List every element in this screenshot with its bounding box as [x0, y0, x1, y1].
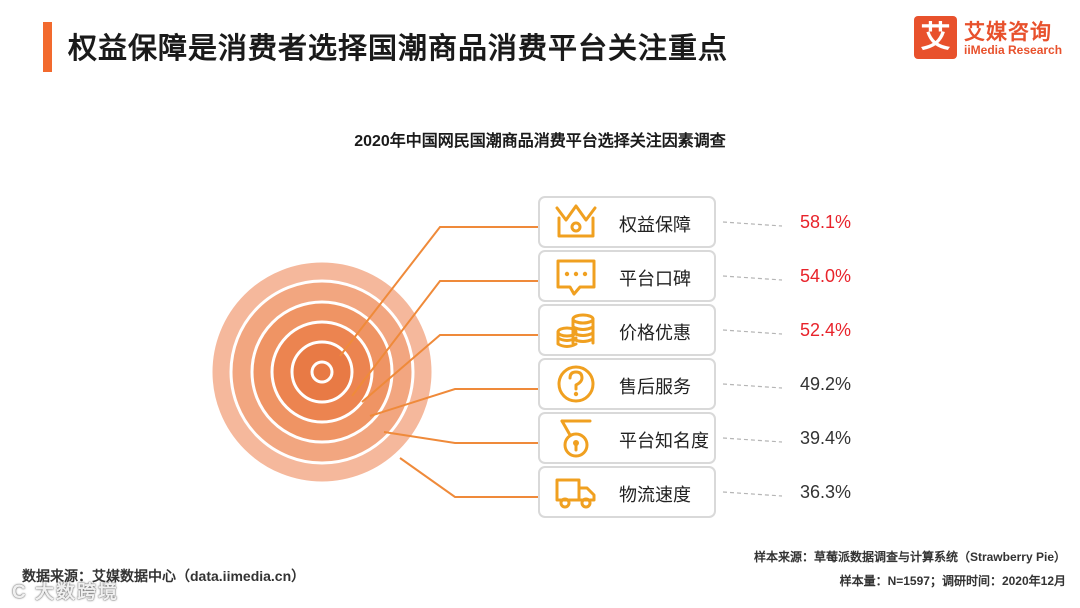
- category-label: 物流速度: [619, 485, 691, 505]
- logo-mark: 艾: [914, 16, 957, 59]
- brand-logo: 艾 艾媒咨询 iiMedia Research: [914, 16, 1064, 62]
- question-icon: [557, 365, 595, 403]
- leader-line: [722, 383, 783, 389]
- target-ring: [290, 340, 354, 404]
- connector-line: [351, 280, 539, 397]
- logo-name-cn: 艾媒咨询: [964, 21, 1052, 44]
- category-row: 平台知名度 39.4%: [383, 412, 851, 464]
- connector-line: [361, 334, 539, 403]
- logo-name-en: iiMedia Research: [964, 43, 1063, 57]
- category-label: 平台知名度: [619, 431, 709, 451]
- watermark: C 大数跨境: [12, 582, 120, 603]
- coins-icon: [556, 313, 595, 348]
- leader-line: [722, 437, 783, 443]
- value-label: 49.2%: [800, 374, 851, 394]
- connector-line: [339, 226, 539, 357]
- chat-bubble-icon: [556, 259, 596, 296]
- target-center: [310, 360, 334, 384]
- category-row: 物流速度 36.3%: [399, 457, 851, 518]
- category-box: [538, 412, 716, 464]
- category-box: [538, 358, 716, 410]
- leader-line: [722, 329, 783, 335]
- page-title: 权益保障是消费者选择国潮商品消费平台关注重点: [68, 33, 729, 65]
- connector-line: [383, 431, 539, 444]
- medal-icon: [560, 419, 592, 458]
- crown-icon: [555, 204, 597, 238]
- category-row: 价格优惠 52.4%: [361, 304, 851, 403]
- sample-source: 样本来源：草莓派数据调查与计算系统（Strawberry Pie）: [753, 550, 1066, 564]
- value-label: 36.3%: [800, 482, 851, 502]
- chart-title: 2020年中国网民国潮商品消费平台选择关注因素调查: [354, 133, 726, 150]
- leader-line: [722, 275, 783, 281]
- sample-info: 样本量：N=1597；调研时间：2020年12月: [839, 574, 1066, 588]
- category-row: 平台口碑 54.0%: [351, 250, 851, 397]
- category-row: 售后服务 49.2%: [369, 358, 851, 417]
- value-label: 54.0%: [800, 266, 851, 286]
- category-row: 权益保障 58.1%: [339, 196, 851, 357]
- leader-line: [722, 491, 783, 497]
- category-label: 价格优惠: [619, 323, 691, 343]
- connector-line: [369, 388, 539, 417]
- title-accent-bar: [43, 22, 52, 72]
- value-label: 39.4%: [800, 428, 851, 448]
- category-label: 平台口碑: [619, 269, 691, 289]
- value-label: 52.4%: [800, 320, 851, 340]
- category-label: 售后服务: [619, 377, 691, 397]
- connector-line: [399, 457, 539, 498]
- category-label: 权益保障: [619, 215, 691, 235]
- truck-icon: [555, 478, 596, 509]
- leader-line: [722, 221, 783, 227]
- data-source: 数据来源：艾媒数据中心（data.iimedia.cn）: [22, 568, 306, 584]
- value-label: 58.1%: [800, 212, 851, 232]
